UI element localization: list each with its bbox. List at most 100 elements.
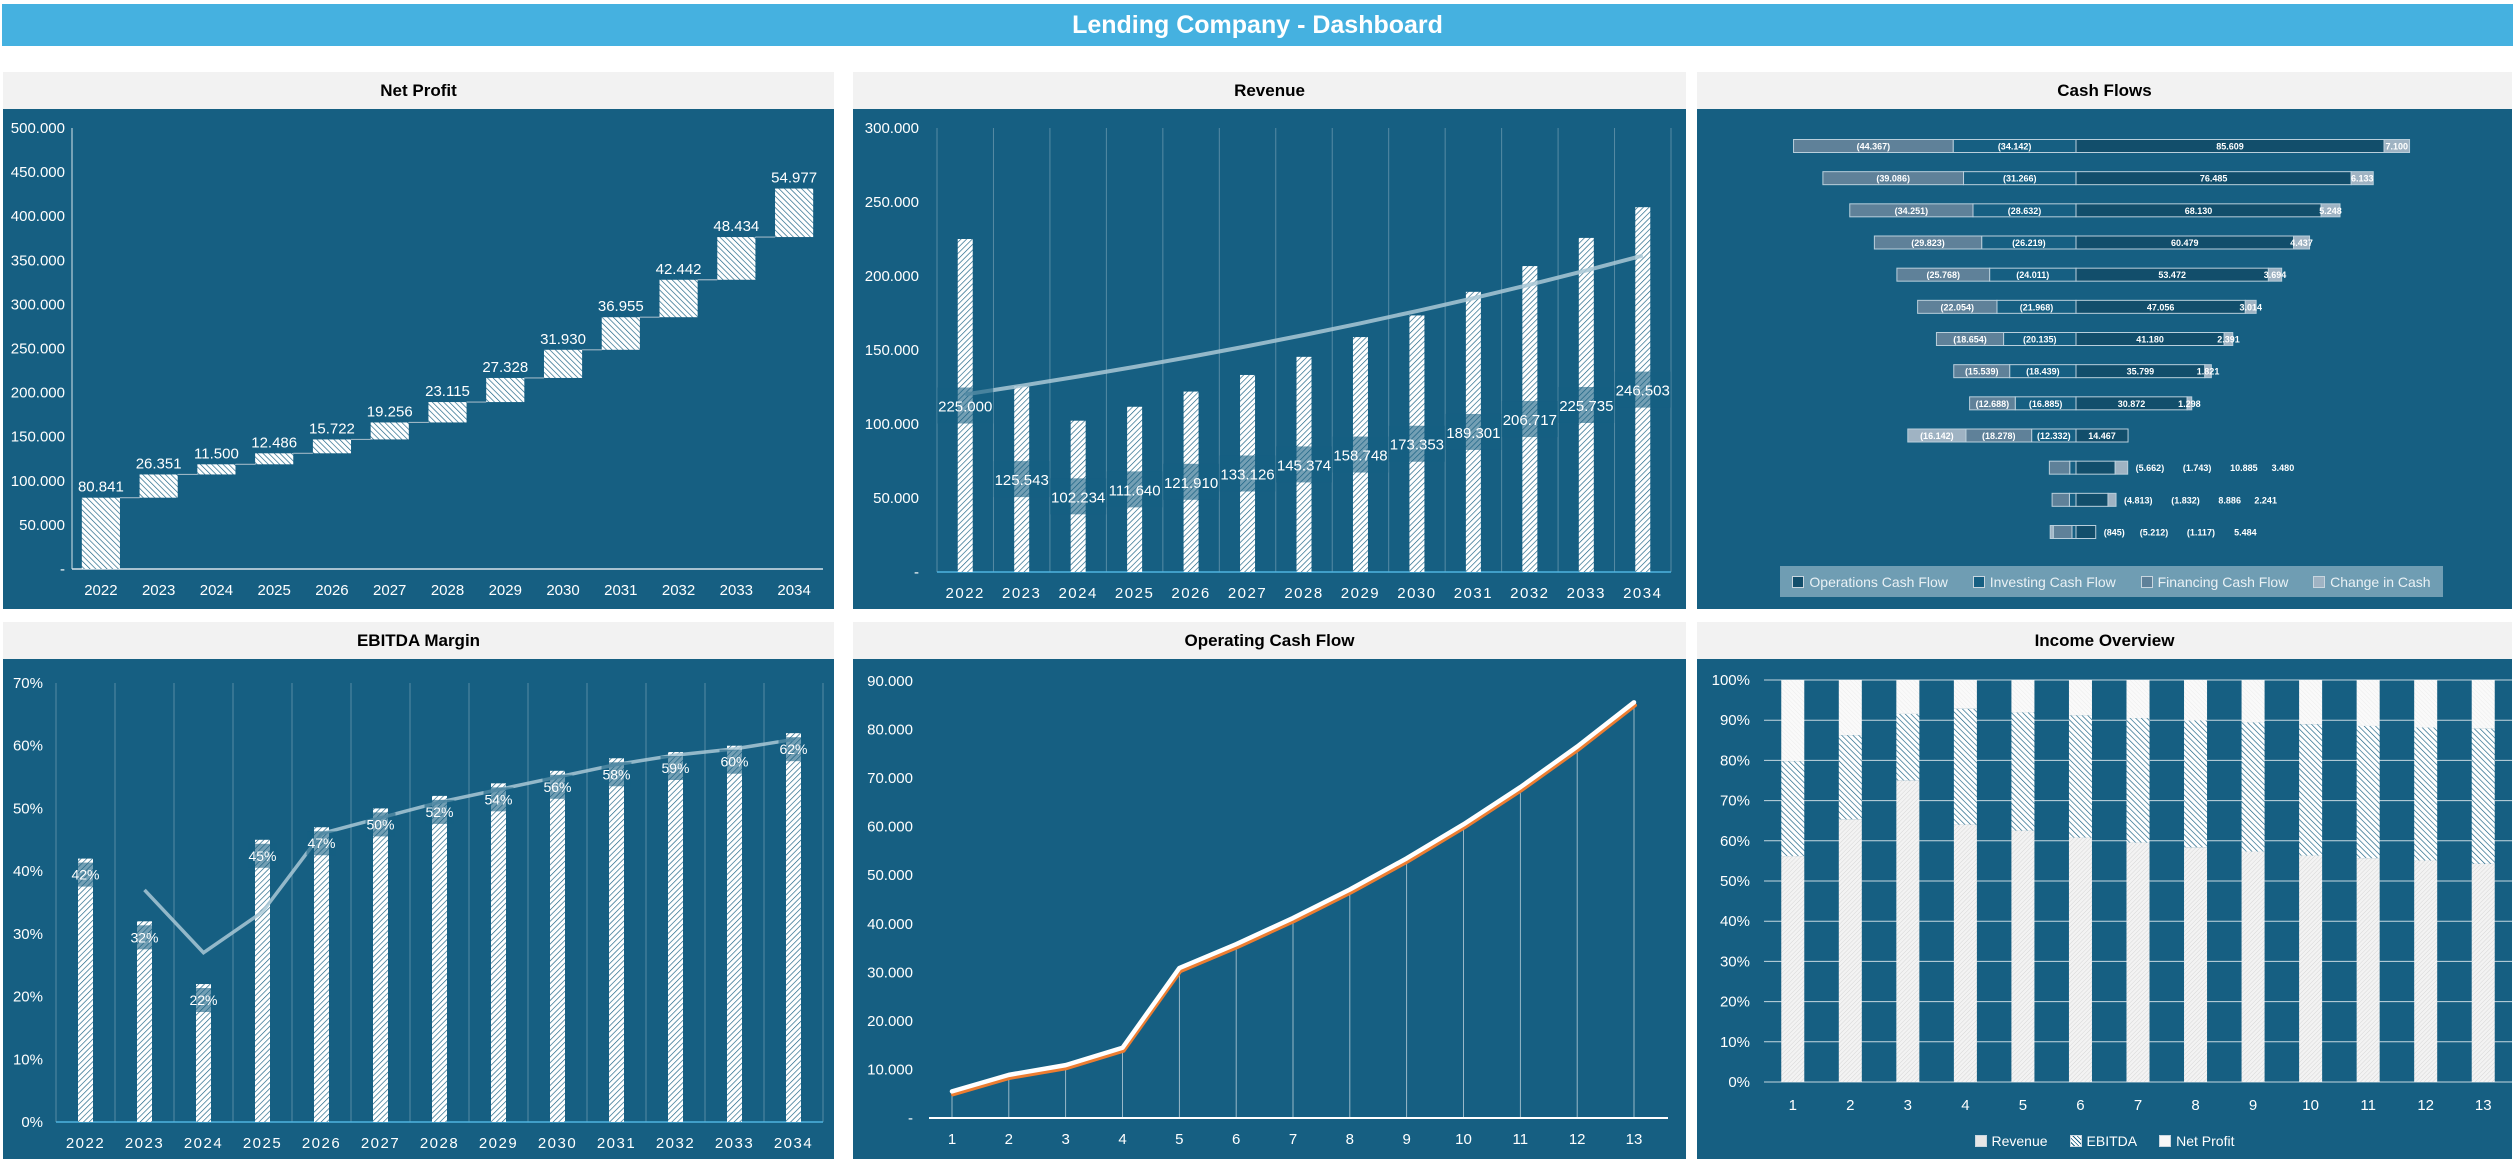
change-in-cash-segment bbox=[2244, 299, 2257, 314]
ebitda-segment bbox=[2184, 720, 2208, 848]
waterfall-bar bbox=[255, 453, 294, 465]
change-in-cash-segment bbox=[2186, 396, 2193, 411]
data-label-box bbox=[937, 387, 994, 424]
segment-label: (21.968) bbox=[2020, 302, 2054, 312]
ebitda-segment bbox=[2414, 727, 2438, 861]
net-profit-segment bbox=[2356, 680, 2380, 726]
cash-flows-title: Cash Flows bbox=[1697, 72, 2512, 109]
revenue-segment bbox=[2414, 860, 2438, 1082]
legend-label: Revenue bbox=[1991, 1133, 2048, 1149]
net-profit-chart-area: - 50.000 100.000 150.000 200.000 250.000 300.0… bbox=[3, 109, 834, 609]
net-profit-segment bbox=[1781, 680, 1805, 762]
segment-label: 76.485 bbox=[2200, 174, 2228, 184]
data-label: 145.374 bbox=[1277, 457, 1331, 474]
data-label-box bbox=[306, 831, 337, 856]
ebitda-segment bbox=[1781, 761, 1805, 857]
data-label-box bbox=[1388, 425, 1445, 462]
data-label-box bbox=[188, 988, 219, 1013]
data-label-box bbox=[1445, 413, 1502, 450]
revenue-segment bbox=[2184, 847, 2208, 1082]
waterfall-bar bbox=[370, 422, 409, 440]
waterfall-bar bbox=[717, 237, 756, 280]
revenue-segment bbox=[2471, 863, 2495, 1082]
data-label-box bbox=[1332, 436, 1389, 473]
legend-swatch-investing bbox=[1972, 575, 1985, 588]
waterfall-bar bbox=[486, 377, 525, 403]
legend-change-in-cash: Change in Cash bbox=[2313, 574, 2431, 590]
x-tick-label: 2028 bbox=[431, 582, 464, 599]
data-label: 54% bbox=[484, 791, 512, 807]
revenue-segment bbox=[2299, 855, 2323, 1082]
revenue-segment bbox=[2126, 842, 2150, 1082]
data-label: 111.640 bbox=[1109, 482, 1161, 499]
ocf-line-shadow bbox=[951, 703, 1637, 1097]
change-in-cash-segment bbox=[2350, 171, 2374, 186]
y-tick-label: 60% bbox=[13, 738, 43, 755]
data-label-box bbox=[1219, 455, 1276, 492]
segment-label: 53.472 bbox=[2158, 270, 2186, 280]
x-tick-label: 10 bbox=[1455, 1131, 1472, 1148]
moving-average-trendline bbox=[143, 737, 794, 955]
operations-segment bbox=[2075, 525, 2097, 539]
legend-ebitda: EBITDA bbox=[2069, 1133, 2137, 1149]
data-label-box bbox=[1050, 478, 1107, 515]
data-label: 23.115 bbox=[425, 383, 470, 400]
x-tick-label: 2029 bbox=[479, 1135, 518, 1152]
segment-label: 68.130 bbox=[2185, 206, 2213, 216]
ebitda-margin-bar bbox=[373, 808, 388, 1122]
legend-label: Investing Cash Flow bbox=[1989, 573, 2116, 590]
financing-segment bbox=[1953, 364, 2011, 379]
x-tick-label: 2026 bbox=[302, 1135, 341, 1152]
change-in-cash-segment bbox=[2383, 139, 2411, 153]
x-tick-label: 2023 bbox=[1002, 585, 1041, 602]
y-tick-label: 80% bbox=[1720, 752, 1750, 769]
net-profit-segment bbox=[2241, 680, 2265, 723]
x-tick-label: 11 bbox=[1513, 1131, 1529, 1148]
segment-label: (31.266) bbox=[2003, 174, 2037, 184]
y-tick-label: 20% bbox=[1720, 994, 1750, 1011]
x-tick-label: 1 bbox=[1789, 1097, 1797, 1114]
revenue-segment bbox=[1953, 824, 1977, 1082]
segment-label: (18.439) bbox=[2026, 367, 2060, 377]
ebitda-margin-bar bbox=[137, 921, 152, 1122]
y-tick-label: 250.000 bbox=[865, 194, 919, 211]
legend-financing: Financing Cash Flow bbox=[2140, 574, 2288, 590]
x-tick-label: 2031 bbox=[604, 582, 637, 599]
financing-segment bbox=[2051, 492, 2070, 507]
waterfall-bar bbox=[775, 188, 814, 238]
segment-label: 47.056 bbox=[2147, 302, 2175, 312]
data-label: 173.353 bbox=[1390, 437, 1444, 454]
x-tick-label: 4 bbox=[1961, 1097, 1969, 1114]
data-label-box bbox=[1106, 471, 1163, 508]
data-label: 45% bbox=[248, 848, 276, 864]
x-tick-label: 2026 bbox=[1171, 585, 1210, 602]
segment-label: 10.885 bbox=[2230, 463, 2258, 473]
waterfall-bar bbox=[197, 464, 236, 475]
data-label: 32% bbox=[130, 929, 158, 945]
revenue-segment bbox=[1781, 856, 1805, 1082]
revenue-segment bbox=[2241, 851, 2265, 1082]
ebitda-margin-panel: EBITDA Margin 0% 10% 20% 30% 40% 50% 60% 70% 42%… bbox=[3, 622, 834, 1159]
dashboard-title-bar: Lending Company - Dashboard bbox=[2, 4, 2513, 46]
data-label: 47% bbox=[307, 835, 335, 851]
y-tick-label: 100.000 bbox=[11, 473, 65, 490]
segment-label: 1.298 bbox=[2178, 399, 2201, 409]
x-tick-label: 8 bbox=[2191, 1097, 2199, 1114]
change-in-cash-segment bbox=[2223, 332, 2234, 346]
ebitda-margin-bar bbox=[432, 795, 447, 1122]
revenue-segment bbox=[2011, 830, 2035, 1082]
revenue-segment bbox=[2068, 837, 2092, 1082]
net-profit-segment bbox=[2471, 680, 2495, 729]
financing-segment bbox=[1969, 396, 2016, 411]
revenue-segment bbox=[1838, 819, 1862, 1082]
legend-swatch-revenue bbox=[1974, 1135, 1987, 1147]
segment-label: 60.479 bbox=[2171, 238, 2199, 248]
y-tick-label: 10.000 bbox=[867, 1061, 913, 1078]
x-tick-label: 12 bbox=[1569, 1131, 1586, 1148]
segment-label: 2.241 bbox=[2254, 495, 2277, 505]
segment-label: 85.609 bbox=[2216, 142, 2244, 152]
x-tick-label: 2026 bbox=[315, 582, 348, 599]
segment-label: 5.484 bbox=[2234, 528, 2257, 538]
segment-label: (845) bbox=[2104, 528, 2125, 538]
data-label: 189.301 bbox=[1446, 425, 1500, 442]
